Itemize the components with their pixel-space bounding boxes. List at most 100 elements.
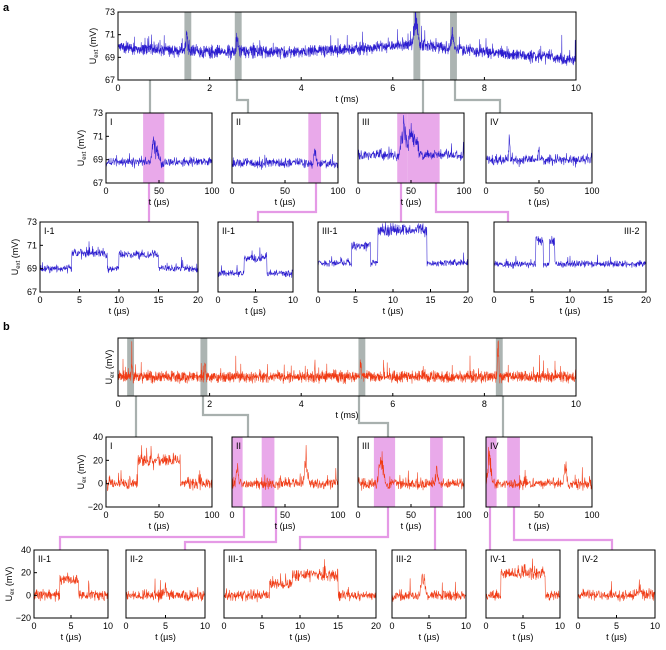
connector-line-13 (183, 507, 278, 550)
connector-lines (58, 80, 614, 550)
axes-frame (117, 337, 577, 397)
x-axis-label: t (µs) (529, 197, 550, 207)
connector-line-14 (298, 507, 390, 550)
y-axis-label-unit: (mV) (4, 567, 14, 589)
highlight-band-0 (397, 113, 408, 183)
subplot-label: III-1 (228, 554, 244, 564)
y-axis-label-main: U (76, 483, 86, 490)
y-axis-label-main: U (88, 58, 98, 65)
y-axis-label-unit: (mV) (76, 130, 86, 152)
y-tick-label: −20 (88, 502, 103, 512)
x-tick-label: 0 (483, 186, 488, 196)
x-tick-label: 10 (555, 621, 565, 631)
plot-b-IV-1: 0 5 10 t (µs) IV-1 (483, 549, 565, 642)
trace-line (485, 446, 593, 491)
y-axis-label: Uext (mV) (76, 130, 88, 167)
y-tick-label: 40 (21, 545, 31, 555)
subplot-label: I (110, 441, 113, 451)
trace-line (39, 241, 199, 274)
axes-frame (223, 549, 377, 619)
x-tick-label: 0 (355, 186, 360, 196)
x-tick-label: 5 (163, 621, 168, 631)
trace-line (231, 445, 339, 491)
x-tick-label: 50 (280, 510, 290, 520)
x-tick-label: 15 (603, 295, 613, 305)
x-tick-label: 0 (215, 295, 220, 305)
x-axis-label: t (µs) (155, 632, 176, 642)
highlight-band-1 (261, 437, 275, 507)
x-axis-label: t (µs) (61, 632, 82, 642)
x-tick-label: 20 (193, 295, 203, 305)
x-tick-label: 2 (207, 83, 212, 93)
x-tick-label: 8 (482, 83, 487, 93)
subplot-label: II-2 (130, 554, 143, 564)
x-tick-label: 15 (333, 621, 343, 631)
x-tick-label: 0 (483, 510, 488, 520)
plot-a-main: 0 2 4 6 8 10 67 69 71 73 t (ms) Uext (mV) (88, 7, 581, 104)
trace-line (317, 222, 469, 267)
x-axis-label: t (ms) (336, 94, 359, 104)
x-tick-label: 100 (330, 186, 345, 196)
connector-line-9 (201, 396, 250, 437)
trace-line (33, 572, 109, 602)
connector-line-17 (512, 507, 614, 550)
x-tick-label: 0 (483, 621, 488, 631)
plot-b-IV: 0 50 100 t (µs) IV (483, 436, 600, 531)
x-tick-label: 0 (389, 621, 394, 631)
x-tick-label: 8 (482, 399, 487, 409)
trace-line (577, 579, 656, 602)
x-tick-label: 50 (154, 510, 164, 520)
trace-line (117, 12, 577, 66)
connector-line-7 (434, 183, 510, 222)
trace-line (391, 573, 467, 602)
x-tick-label: 5 (253, 295, 258, 305)
x-tick-label: 10 (461, 621, 471, 631)
plot-b-III: 0 50 100 t (µs) III (355, 436, 472, 531)
x-tick-label: 0 (229, 510, 234, 520)
x-tick-label: 0 (103, 186, 108, 196)
subplot-label: III (362, 441, 370, 451)
x-tick-label: 5 (68, 621, 73, 631)
y-tick-label: −20 (16, 613, 31, 623)
x-axis-label: t (µs) (401, 521, 422, 531)
y-axis-label: Uext (mV) (10, 239, 22, 276)
x-tick-label: 0 (115, 83, 120, 93)
x-tick-label: 0 (115, 399, 120, 409)
y-axis-label: Uex (mV) (4, 567, 16, 602)
plot-b-IV-2: 0 5 10 t (µs) IV-2 (575, 549, 660, 642)
y-axis-label-sub: ex (10, 589, 16, 595)
x-tick-label: 5 (77, 295, 82, 305)
plot-a-III: 0 50 100 t (µs) III (355, 112, 472, 207)
highlight-band-1 (407, 113, 440, 183)
x-tick-label: 10 (114, 295, 124, 305)
panel-letter-b: b (3, 321, 10, 333)
x-tick-label: 5 (614, 621, 619, 631)
y-axis-label-unit: (mV) (76, 455, 86, 477)
x-tick-label: 0 (575, 621, 580, 631)
y-axis-label-main: U (76, 160, 86, 167)
x-tick-label: 5 (259, 621, 264, 631)
highlight-band-0 (127, 338, 135, 396)
highlight-band-0 (308, 113, 322, 183)
highlight-band-2 (358, 338, 366, 396)
subplot-label: I (110, 117, 113, 127)
x-tick-label: 10 (295, 621, 305, 631)
plot-b-II: 0 50 100 t (µs) II (229, 436, 346, 531)
plot-a-III-2: 0 5 10 15 20 t (µs) III-2 (491, 221, 651, 316)
y-tick-label: 0 (26, 590, 31, 600)
plot-a-I-1: 0 5 10 15 20 67 69 71 73 t (µs) Uext (mV) I-1 (10, 217, 203, 316)
y-tick-label: 69 (105, 52, 115, 62)
x-tick-label: 5 (520, 621, 525, 631)
y-tick-label: 67 (105, 75, 115, 85)
y-tick-label: 0 (98, 479, 103, 489)
trace-line (125, 578, 206, 603)
trace-line (485, 134, 593, 168)
trace-line (485, 558, 561, 601)
x-tick-label: 10 (571, 399, 581, 409)
highlight-band-0 (373, 437, 396, 507)
x-tick-label: 10 (288, 295, 298, 305)
x-tick-label: 100 (584, 186, 599, 196)
x-axis-label: t (µs) (290, 632, 311, 642)
x-tick-label: 10 (103, 621, 113, 631)
